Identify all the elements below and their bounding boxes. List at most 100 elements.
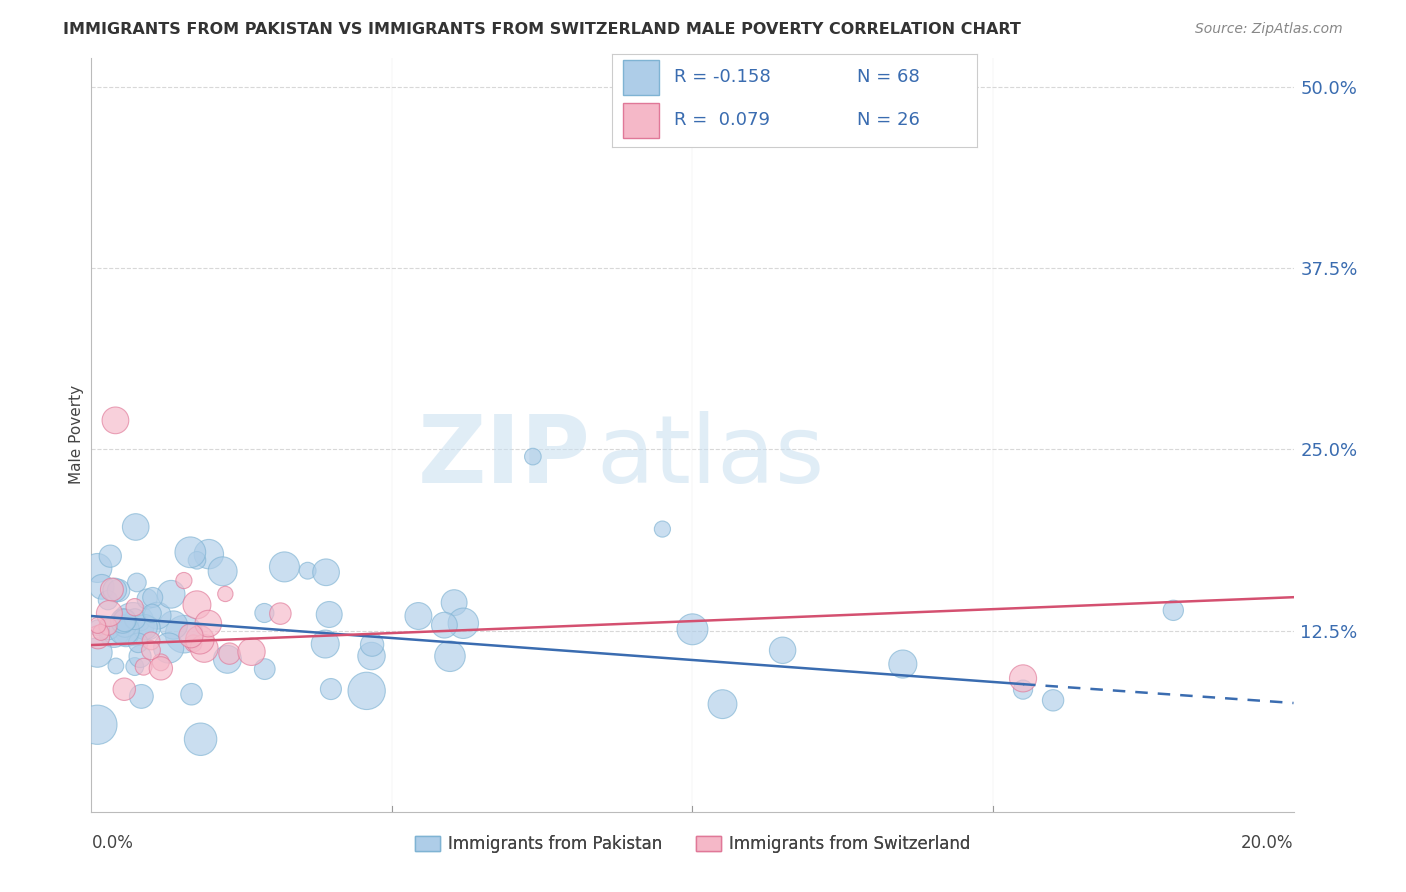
- Point: [217, 652, 239, 666]
- Point: [124, 659, 146, 673]
- Point: [183, 636, 205, 650]
- Point: [711, 697, 734, 711]
- Point: [315, 566, 337, 580]
- Point: [103, 625, 125, 640]
- Point: [891, 657, 914, 671]
- Point: [141, 607, 163, 621]
- Text: 20.0%: 20.0%: [1241, 834, 1294, 853]
- Point: [142, 591, 165, 605]
- Point: [87, 630, 110, 644]
- Legend: Immigrants from Pakistan, Immigrants from Switzerland: Immigrants from Pakistan, Immigrants fro…: [408, 829, 977, 860]
- Point: [180, 629, 202, 643]
- Point: [218, 647, 240, 661]
- Point: [160, 587, 183, 601]
- Point: [319, 681, 342, 696]
- Point: [124, 612, 146, 626]
- Text: N = 68: N = 68: [856, 69, 920, 87]
- Point: [111, 614, 134, 628]
- Point: [1161, 603, 1184, 617]
- Point: [157, 640, 180, 655]
- Point: [86, 561, 108, 575]
- Point: [1012, 682, 1035, 697]
- Point: [173, 627, 195, 641]
- Point: [273, 560, 295, 574]
- Point: [104, 413, 127, 427]
- Point: [90, 580, 112, 594]
- Point: [186, 553, 208, 567]
- Point: [125, 520, 148, 534]
- Point: [1012, 671, 1035, 685]
- Text: ZIP: ZIP: [418, 411, 591, 503]
- Point: [149, 656, 172, 670]
- Point: [240, 645, 263, 659]
- Point: [193, 641, 215, 656]
- Point: [112, 682, 135, 697]
- Point: [356, 684, 378, 698]
- Point: [97, 622, 120, 636]
- Point: [149, 661, 172, 675]
- Point: [197, 616, 219, 631]
- Point: [131, 615, 153, 630]
- Point: [522, 450, 544, 464]
- Point: [211, 564, 233, 578]
- Point: [318, 607, 340, 622]
- Point: [214, 587, 236, 601]
- Point: [297, 564, 319, 578]
- Point: [127, 636, 149, 650]
- Point: [101, 582, 124, 597]
- Point: [86, 646, 108, 660]
- Point: [114, 613, 136, 627]
- Text: N = 26: N = 26: [856, 112, 920, 129]
- FancyBboxPatch shape: [623, 60, 659, 95]
- Point: [198, 547, 221, 561]
- Text: R = -0.158: R = -0.158: [673, 69, 770, 87]
- Point: [104, 582, 127, 597]
- Point: [97, 619, 120, 633]
- Point: [112, 623, 135, 637]
- Point: [132, 659, 155, 673]
- Point: [162, 618, 184, 632]
- Point: [188, 632, 211, 647]
- Point: [114, 619, 136, 633]
- Point: [314, 637, 336, 651]
- Point: [97, 593, 120, 607]
- Point: [134, 620, 156, 634]
- Point: [681, 623, 703, 637]
- Point: [115, 626, 138, 640]
- Point: [107, 583, 129, 598]
- Point: [86, 618, 108, 632]
- Point: [136, 592, 159, 607]
- Point: [253, 606, 276, 620]
- Point: [139, 633, 162, 648]
- Point: [139, 643, 162, 657]
- Point: [146, 608, 169, 623]
- Point: [180, 687, 202, 701]
- Point: [453, 616, 475, 631]
- Point: [269, 607, 291, 621]
- Point: [179, 545, 201, 559]
- Point: [124, 600, 146, 615]
- FancyBboxPatch shape: [623, 103, 659, 138]
- Point: [131, 690, 153, 704]
- Text: atlas: atlas: [596, 411, 824, 503]
- Point: [86, 621, 108, 635]
- Point: [86, 717, 108, 731]
- Point: [122, 616, 145, 631]
- Point: [190, 732, 212, 747]
- Point: [361, 638, 384, 652]
- Point: [98, 549, 121, 564]
- Text: 0.0%: 0.0%: [91, 834, 134, 853]
- Point: [98, 607, 121, 621]
- Point: [138, 621, 160, 635]
- Point: [173, 574, 195, 588]
- Point: [651, 522, 673, 536]
- Text: Source: ZipAtlas.com: Source: ZipAtlas.com: [1195, 22, 1343, 37]
- Text: R =  0.079: R = 0.079: [673, 112, 769, 129]
- Point: [90, 625, 112, 640]
- Point: [1042, 693, 1064, 707]
- Y-axis label: Male Poverty: Male Poverty: [69, 385, 84, 484]
- Point: [408, 609, 430, 624]
- Text: IMMIGRANTS FROM PAKISTAN VS IMMIGRANTS FROM SWITZERLAND MALE POVERTY CORRELATION: IMMIGRANTS FROM PAKISTAN VS IMMIGRANTS F…: [63, 22, 1021, 37]
- Point: [360, 648, 382, 663]
- Point: [129, 649, 152, 664]
